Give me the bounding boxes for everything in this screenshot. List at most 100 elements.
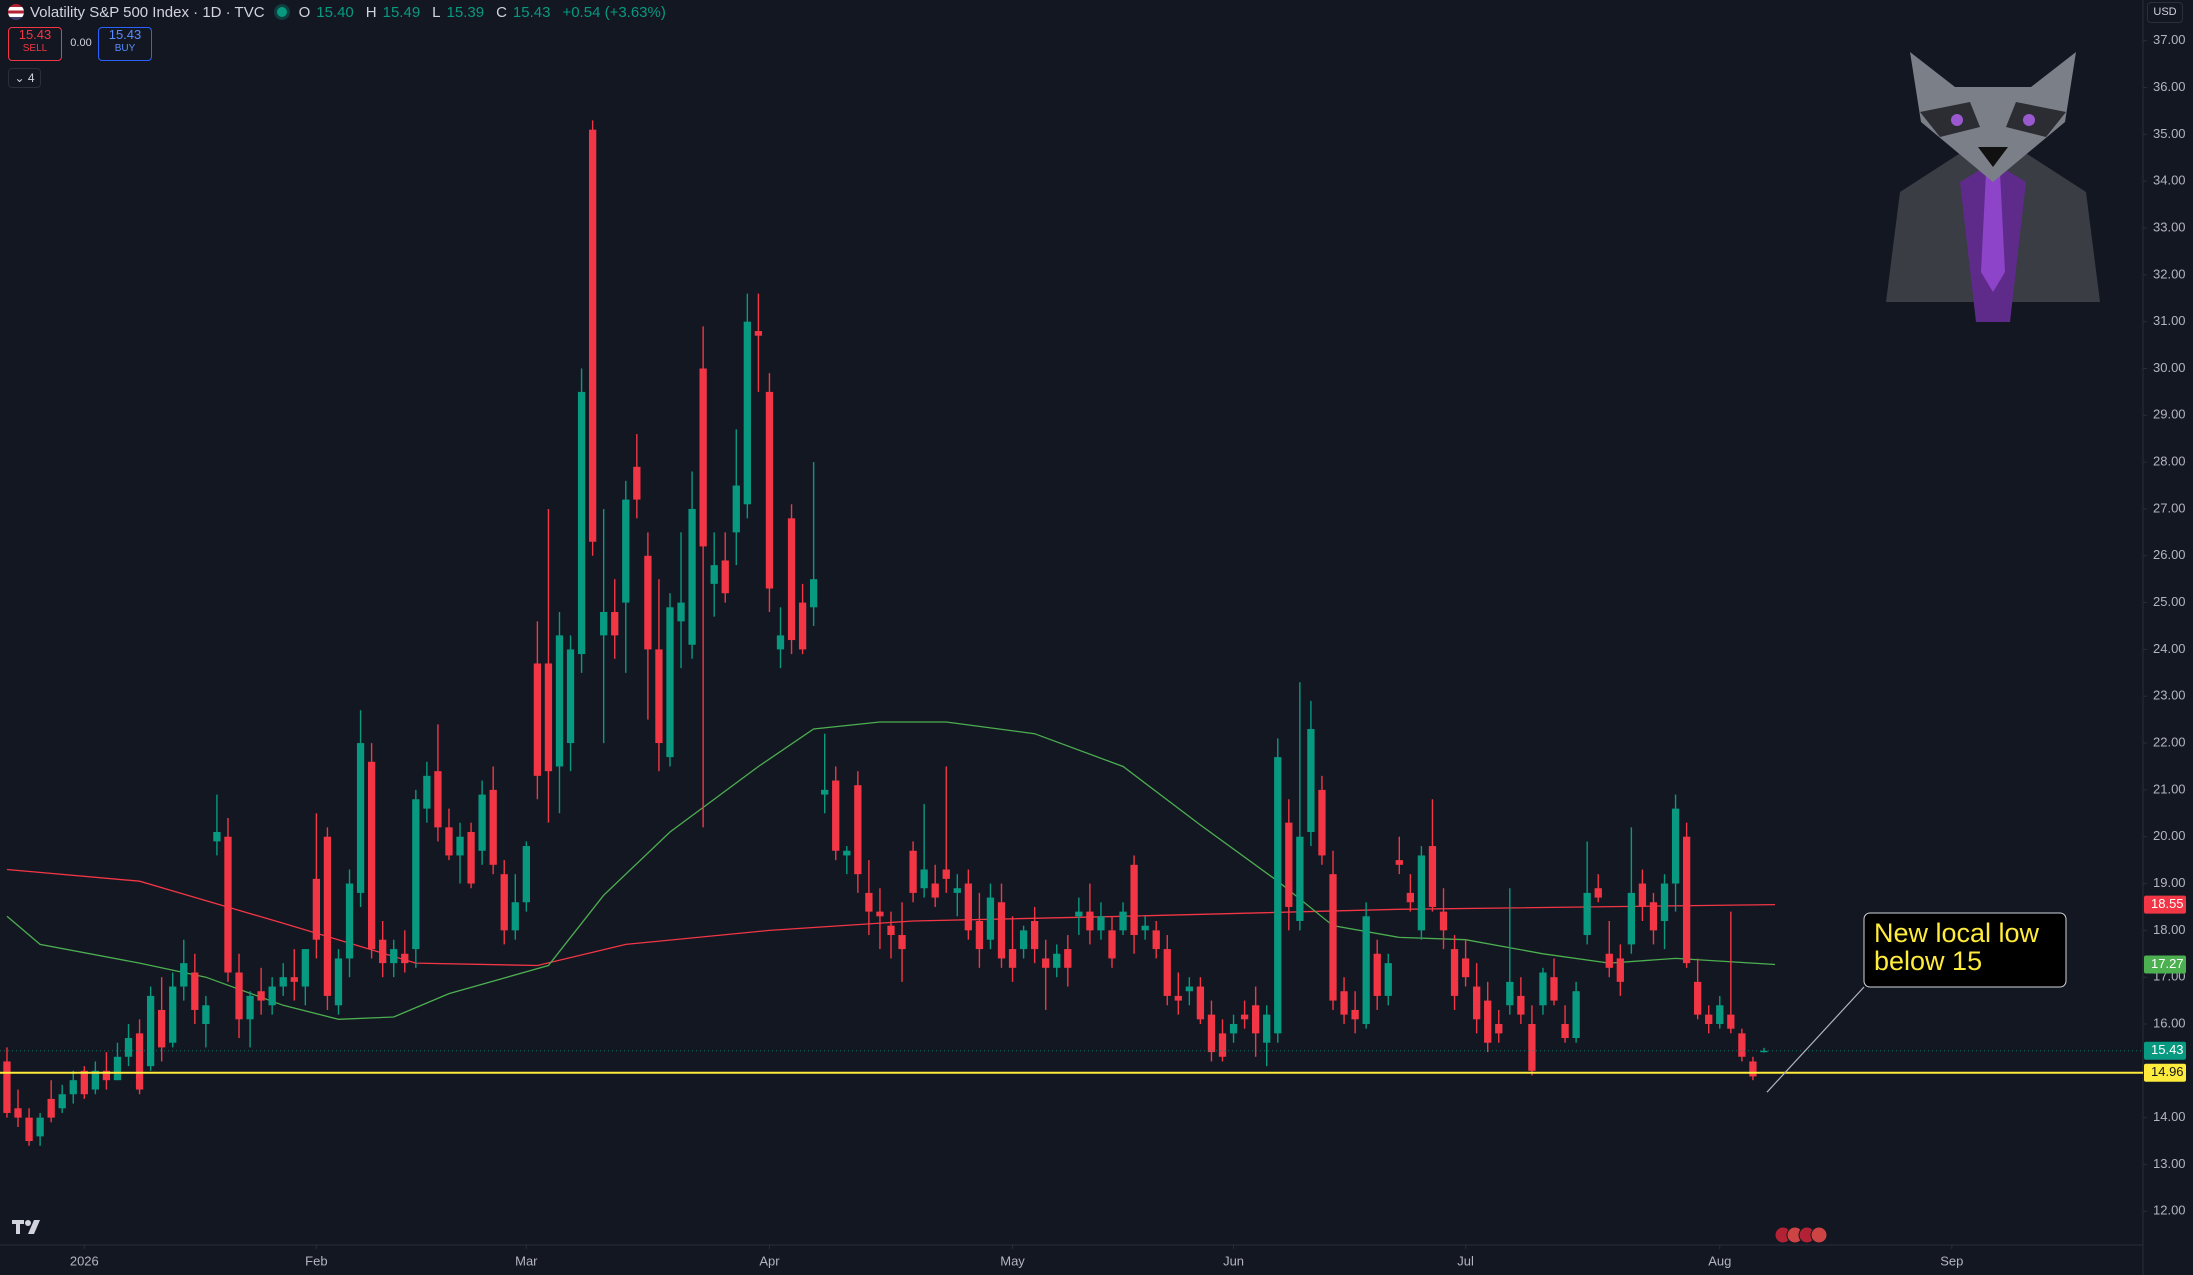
mascot-eye (2023, 114, 2035, 126)
candle-body (644, 555, 652, 650)
candle-body (787, 518, 796, 641)
candle-body (1174, 995, 1182, 1001)
candle-body (1561, 1023, 1569, 1039)
buy-button[interactable]: 15.43 BUY (98, 27, 152, 61)
candle-body (1583, 892, 1591, 936)
sell-price: 15.43 (18, 27, 52, 42)
candle-body (633, 466, 641, 500)
symbol[interactable]: Volatility S&P 500 Index · 1D · TVC (30, 3, 265, 21)
candle-body (1550, 977, 1558, 1001)
annotation-box (1863, 912, 2067, 988)
candle-body (500, 874, 508, 931)
candle-body (1671, 808, 1680, 884)
candle-body (1152, 930, 1160, 950)
candle-body (1097, 916, 1105, 931)
y-tick-label: 21.00 (2153, 781, 2186, 796)
price-tag-label: 18.55 (2151, 896, 2184, 911)
candle-body (279, 977, 287, 987)
candle-body (25, 1117, 33, 1142)
candle-body (832, 780, 840, 851)
mascot-mask (1920, 102, 1980, 137)
candle-body (975, 920, 984, 950)
candle-body (1229, 1023, 1238, 1034)
candle-body (577, 391, 586, 655)
candle-body (1240, 1014, 1249, 1020)
candle-body (1086, 911, 1094, 931)
candle-body (809, 579, 818, 608)
sell-button[interactable]: 15.43 SELL (8, 27, 62, 61)
candle-body (920, 869, 928, 889)
event-marker[interactable] (1810, 1226, 1828, 1244)
ohlc-key: L (432, 3, 441, 21)
price-tag-label: 17.27 (2151, 956, 2184, 971)
candle-body (434, 771, 442, 828)
annotation-text: New local low (1874, 918, 2040, 948)
candle-body (1439, 911, 1448, 931)
y-tick-label: 34.00 (2153, 173, 2186, 188)
candle-body (600, 611, 608, 636)
x-tick-label: Mar (515, 1253, 538, 1268)
candle-body (1406, 892, 1415, 903)
candle-body (1506, 981, 1514, 1006)
y-tick-label: 18.00 (2153, 922, 2186, 937)
candle-body (36, 1117, 44, 1137)
candle-body (191, 972, 199, 1010)
candle-body (533, 663, 542, 776)
candle-body (854, 785, 862, 875)
candle-body (1738, 1033, 1746, 1057)
candle-body (478, 794, 486, 851)
candle-body (1373, 953, 1381, 996)
candle-body (3, 1061, 11, 1113)
candle-body (379, 939, 387, 964)
candle-body (1185, 986, 1193, 992)
indicators-toggle[interactable]: ⌄ 4 (8, 68, 41, 88)
candle-body (876, 911, 884, 917)
candle-body (91, 1070, 100, 1090)
candle-body (931, 883, 939, 898)
candle-body (1296, 836, 1304, 921)
price-tag (2144, 1041, 2186, 1060)
candle-body (1119, 911, 1127, 931)
candle-body (1008, 949, 1017, 968)
candle-body (113, 1056, 122, 1081)
candle-body (544, 663, 553, 772)
candle-body (202, 1005, 210, 1024)
candle-body (102, 1070, 111, 1081)
candle-body (909, 850, 917, 893)
ohlc-key: C (496, 3, 507, 21)
candle-body (743, 321, 751, 505)
currency[interactable]: USD (2147, 2, 2183, 23)
candle-body (456, 836, 464, 856)
candle-body (964, 883, 972, 931)
candle-body (1019, 930, 1028, 950)
logo[interactable] (12, 1220, 40, 1234)
candle-body (158, 1009, 166, 1048)
x-tick-label: Aug (1708, 1253, 1731, 1268)
candle-body (1318, 789, 1326, 856)
buy-price: 15.43 (108, 27, 142, 42)
ohlc-value: 15.40 (316, 3, 354, 21)
candle-body (1340, 991, 1348, 1015)
candle-body (732, 485, 740, 533)
candle-body (1660, 883, 1669, 921)
candle-body (1749, 1061, 1757, 1077)
candle-body (1572, 991, 1580, 1039)
flag (8, 4, 24, 20)
buy-label: BUY (114, 43, 136, 54)
candle-body (1461, 958, 1470, 978)
x-tick-label: Sep (1940, 1253, 1963, 1268)
candle-body (1274, 757, 1282, 1034)
event-markers[interactable] (1774, 1226, 1828, 1244)
y-tick-label: 32.00 (2153, 266, 2186, 281)
candle-body (69, 1080, 77, 1095)
candle-body (1694, 981, 1702, 1015)
ohlc-value: 15.49 (382, 3, 421, 21)
candle-body (323, 836, 332, 996)
candle-body (721, 560, 729, 594)
candle-body (1329, 874, 1337, 1001)
candle-body (677, 602, 685, 622)
y-tick-label: 25.00 (2153, 594, 2186, 609)
candle-body (1130, 864, 1138, 936)
candle-body (511, 902, 519, 931)
